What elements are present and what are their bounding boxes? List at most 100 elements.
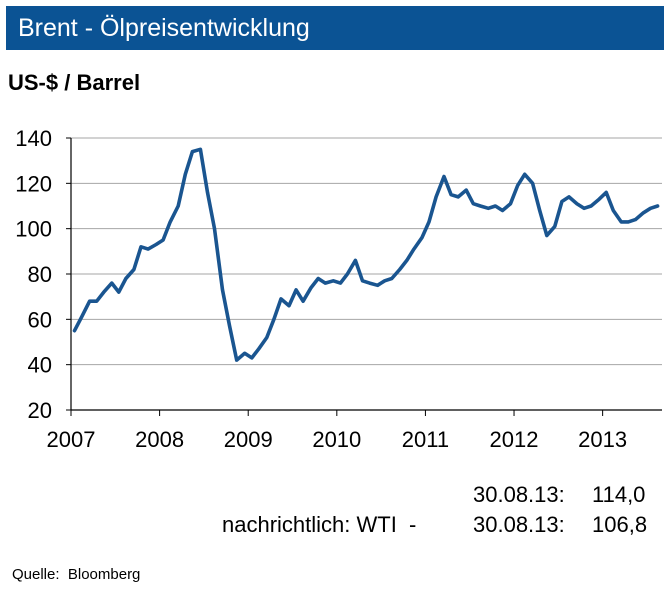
chart-title: Brent - Ölpreisentwicklung: [18, 14, 310, 42]
data-point: [384, 280, 385, 281]
data-point: [444, 176, 445, 177]
data-point: [266, 337, 267, 338]
data-point: [480, 206, 481, 207]
x-tick-label-2008: 2008: [135, 427, 184, 452]
data-point: [399, 269, 400, 270]
data-point: [568, 196, 569, 197]
data-point: [236, 360, 237, 361]
data-point: [140, 246, 141, 247]
data-point: [200, 149, 201, 150]
series-line-0: [72, 147, 660, 362]
data-point: [599, 199, 600, 200]
data-point: [606, 192, 607, 193]
wti-date: 30.08.13:: [473, 512, 565, 537]
data-point: [488, 208, 489, 209]
title-bar: Brent - Ölpreisentwicklung: [6, 6, 664, 50]
unit-label: US-$ / Barrel: [8, 70, 141, 95]
data-point: [413, 249, 414, 250]
data-point: [362, 280, 363, 281]
data-point: [303, 301, 304, 302]
data-point: [89, 301, 90, 302]
data-point: [333, 280, 334, 281]
data-point: [391, 278, 392, 279]
data-point: [466, 190, 467, 191]
data-point: [428, 221, 429, 222]
data-point: [222, 289, 223, 290]
data-point: [296, 289, 297, 290]
y-tick-label-140: 140: [15, 126, 52, 151]
data-point: [421, 237, 422, 238]
brent-date: 30.08.13:: [473, 482, 565, 507]
data-point: [591, 206, 592, 207]
y-tick-label-40: 40: [28, 353, 52, 378]
data-point: [133, 269, 134, 270]
data-point: [340, 283, 341, 284]
data-point: [251, 357, 252, 358]
x-tick-label-2007: 2007: [47, 427, 96, 452]
source-note: Quelle: Bloomberg: [12, 566, 141, 583]
data-point: [118, 292, 119, 293]
data-point: [355, 260, 356, 261]
x-tick-label-2013: 2013: [578, 427, 627, 452]
data-point: [244, 353, 245, 354]
data-point: [561, 201, 562, 202]
wti-value: 106,8: [592, 512, 648, 537]
data-point: [207, 192, 208, 193]
data-point: [311, 287, 312, 288]
x-tick-label-2010: 2010: [312, 427, 361, 452]
data-point: [273, 319, 274, 320]
brent-value: 114,0: [592, 482, 646, 507]
data-point: [103, 292, 104, 293]
data-point: [546, 235, 547, 236]
data-point: [539, 210, 540, 211]
data-point: [406, 260, 407, 261]
data-point: [258, 348, 259, 349]
data-point: [170, 221, 171, 222]
x-tick-label-2011: 2011: [402, 427, 449, 452]
data-point: [621, 221, 622, 222]
data-point: [156, 244, 157, 245]
data-point: [502, 210, 503, 211]
y-tick-label-100: 100: [15, 217, 52, 242]
data-point: [163, 240, 164, 241]
data-point: [148, 249, 149, 250]
data-point: [185, 174, 186, 175]
y-tick-label-60: 60: [28, 307, 52, 332]
data-point: [377, 285, 378, 286]
data-point: [495, 206, 496, 207]
data-point: [473, 203, 474, 204]
data-point: [643, 212, 644, 213]
data-point: [96, 301, 97, 302]
data-point: [554, 226, 555, 227]
data-point: [74, 330, 75, 331]
data-point: [214, 228, 215, 229]
data-point: [369, 283, 370, 284]
data-point: [517, 185, 518, 186]
x-tick-label-2012: 2012: [490, 427, 539, 452]
data-point: [635, 219, 636, 220]
y-tick-label-80: 80: [28, 262, 52, 287]
data-point: [318, 278, 319, 279]
data-point: [584, 208, 585, 209]
data-point: [524, 174, 525, 175]
data-point: [347, 274, 348, 275]
data-point: [81, 317, 82, 318]
data-point: [192, 151, 193, 152]
y-tick-label-20: 20: [28, 398, 52, 423]
x-tick-label-2009: 2009: [224, 427, 273, 452]
data-point: [229, 326, 230, 327]
data-point: [178, 206, 179, 207]
data-point: [576, 203, 577, 204]
data-point: [650, 208, 651, 209]
data-point: [458, 196, 459, 197]
data-point: [532, 183, 533, 184]
data-point: [451, 194, 452, 195]
data-point: [111, 283, 112, 284]
data-point: [628, 221, 629, 222]
data-point: [288, 305, 289, 306]
data-point: [657, 206, 658, 207]
data-point: [125, 278, 126, 279]
data-point: [280, 298, 281, 299]
data-point: [436, 196, 437, 197]
